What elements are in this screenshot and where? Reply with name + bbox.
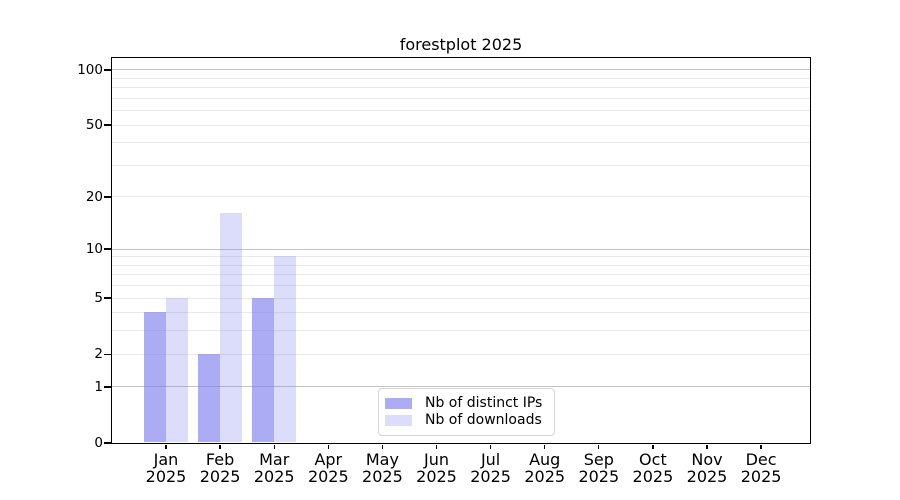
minor-gridline: [111, 330, 810, 332]
legend: Nb of distinct IPs Nb of downloads: [378, 388, 556, 436]
x-tick-year: 2025: [470, 467, 511, 486]
x-tick-month: Feb: [205, 450, 235, 469]
minor-gridline: [111, 312, 810, 314]
major-gridline: [111, 69, 810, 71]
x-tick-month: Mar: [259, 450, 290, 469]
x-tick-month: Dec: [745, 450, 777, 469]
major-gridline: [111, 386, 810, 388]
x-tick-year: 2025: [524, 467, 566, 486]
x-tick-label: Dec 2025: [741, 451, 782, 485]
legend-item-distinct-ips: Nb of distinct IPs: [385, 396, 542, 411]
bar-nb-of-distinct-ips-mar: [251, 297, 274, 443]
legend-swatch-distinct-ips: [385, 398, 412, 409]
x-tick-year: 2025: [740, 467, 782, 486]
x-tick-mark: [219, 444, 221, 449]
minor-gridline: [111, 353, 810, 355]
y-tick-mark: [103, 69, 111, 71]
major-gridline: [111, 248, 810, 250]
y-tick-label: 50: [85, 117, 103, 134]
minor-gridline: [111, 196, 810, 198]
bar-nb-of-distinct-ips-jan: [143, 312, 166, 443]
x-tick-year: 2025: [145, 467, 187, 486]
y-tick-mark: [103, 442, 111, 444]
x-tick-mark: [544, 444, 546, 449]
minor-gridline: [111, 285, 810, 287]
x-tick-month: Nov: [691, 450, 723, 469]
x-tick-label: Apr 2025: [308, 451, 349, 485]
x-tick-label: Jun 2025: [416, 451, 457, 485]
minor-gridline: [111, 77, 810, 79]
y-tick-label: 10: [85, 241, 103, 258]
minor-gridline: [111, 142, 810, 144]
x-tick-mark: [489, 444, 492, 449]
x-tick-month: Apr: [314, 450, 343, 469]
y-tick-label: 20: [85, 188, 103, 205]
minor-gridline: [111, 110, 810, 112]
minor-gridline: [111, 297, 810, 299]
x-tick-mark: [652, 444, 654, 449]
bar-nb-of-downloads-mar: [273, 256, 296, 443]
y-tick-mark: [103, 248, 111, 250]
y-tick-mark: [103, 196, 111, 198]
x-tick-month: Aug: [529, 450, 561, 469]
chart-title: forestplot 2025: [399, 35, 523, 54]
x-tick-month: Jan: [153, 450, 179, 469]
legend-label-distinct-ips: Nb of distinct IPs: [425, 395, 543, 411]
x-tick-year: 2025: [307, 467, 349, 486]
bar-nb-of-distinct-ips-feb: [197, 353, 220, 443]
y-tick-label: 100: [77, 61, 103, 78]
x-tick-mark: [706, 444, 708, 449]
x-tick-mark: [381, 444, 384, 449]
minor-gridline: [111, 124, 810, 126]
x-tick-mark: [165, 444, 167, 449]
x-tick-mark: [327, 444, 329, 449]
y-tick-mark: [103, 124, 111, 126]
x-tick-label: Oct 2025: [633, 451, 674, 485]
legend-label-downloads: Nb of downloads: [425, 412, 542, 428]
x-tick-label: Feb 2025: [200, 451, 241, 485]
x-tick-month: Sep: [583, 450, 614, 469]
y-tick-mark: [103, 386, 111, 388]
x-tick-year: 2025: [253, 467, 295, 486]
x-tick-year: 2025: [416, 467, 457, 486]
minor-gridline: [111, 264, 810, 266]
y-tick-label: 1: [94, 378, 103, 395]
x-tick-month: May: [365, 450, 399, 469]
x-tick-label: Aug 2025: [524, 451, 565, 485]
y-tick-mark: [103, 353, 111, 355]
x-tick-year: 2025: [199, 467, 241, 486]
x-tick-month: Jul: [480, 450, 501, 469]
x-tick-label: Jan 2025: [146, 451, 187, 485]
x-tick-mark: [760, 444, 762, 449]
x-tick-label: Sep 2025: [578, 451, 619, 485]
minor-gridline: [111, 87, 810, 89]
x-tick-label: May 2025: [362, 451, 403, 485]
legend-swatch-downloads: [385, 415, 412, 426]
minor-gridline: [111, 274, 810, 276]
y-tick-label: 2: [94, 346, 103, 363]
x-tick-mark: [273, 444, 275, 449]
x-tick-label: Mar 2025: [254, 451, 295, 485]
x-tick-year: 2025: [686, 467, 728, 486]
x-tick-month: Jun: [424, 450, 449, 469]
x-tick-month: Oct: [639, 450, 667, 469]
x-tick-year: 2025: [362, 467, 403, 486]
y-tick-label: 5: [94, 290, 103, 307]
x-tick-mark: [435, 444, 438, 449]
y-tick-mark: [103, 297, 111, 299]
x-tick-year: 2025: [578, 467, 620, 486]
plot-area: [110, 56, 811, 444]
legend-item-downloads: Nb of downloads: [385, 413, 542, 428]
x-tick-label: Nov 2025: [687, 451, 728, 485]
bar-nb-of-downloads-jan: [165, 297, 188, 443]
minor-gridline: [111, 256, 810, 258]
x-tick-mark: [598, 444, 600, 449]
minor-gridline: [111, 97, 810, 99]
x-tick-label: Jul 2025: [470, 451, 511, 485]
bar-nb-of-downloads-feb: [219, 213, 242, 443]
x-tick-year: 2025: [632, 467, 674, 486]
minor-gridline: [111, 164, 810, 166]
y-tick-label: 0: [94, 435, 103, 451]
